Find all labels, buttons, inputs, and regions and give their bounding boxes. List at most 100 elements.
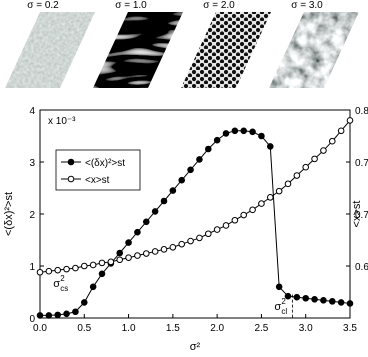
legend-label: <(δx)²>st <box>85 158 125 169</box>
data-point <box>346 300 354 307</box>
annotation-sub: cs <box>60 284 68 293</box>
data-point <box>45 312 53 319</box>
data-point <box>328 298 336 305</box>
data-point <box>293 293 301 301</box>
legend-box <box>55 149 141 191</box>
data-point <box>222 222 230 229</box>
pattern-panels: σ = 0.2 σ = 1.0 σ = 2.0 σ = 3.0 <box>5 0 359 88</box>
data-point <box>258 200 265 207</box>
data-point <box>320 297 327 304</box>
data-point <box>204 230 212 238</box>
data-point <box>72 264 79 272</box>
data-point <box>80 299 88 306</box>
data-point <box>187 166 194 174</box>
y-tick-label: 0 <box>29 314 35 325</box>
data-point <box>116 249 124 257</box>
data-point <box>196 234 203 242</box>
data-point <box>80 262 88 270</box>
x-tick-label: 0.0 <box>33 323 47 334</box>
x-tick-label: 2.5 <box>254 323 268 334</box>
data-point <box>151 208 159 215</box>
data-point <box>160 197 168 205</box>
x-tick-label: 3.0 <box>299 323 313 334</box>
annotation-symbol: σ <box>53 278 60 290</box>
data-point <box>284 292 292 300</box>
x-axis-label: σ² <box>190 341 201 353</box>
data-point <box>231 216 239 224</box>
panel-image <box>5 12 95 88</box>
data-point <box>54 311 62 319</box>
data-point <box>98 259 106 267</box>
annotation-sup: 2 <box>60 274 65 283</box>
data-point <box>89 261 97 269</box>
data-point <box>302 163 310 171</box>
annotation-symbol: σ <box>274 301 281 313</box>
data-point <box>222 130 230 137</box>
data-point <box>240 127 248 135</box>
data-point <box>293 172 301 179</box>
data-point <box>107 258 115 266</box>
y2-tick-label: 0.80 <box>355 106 368 117</box>
data-point <box>266 143 274 150</box>
data-point <box>142 218 150 226</box>
data-point <box>54 266 62 274</box>
data-point <box>89 283 97 291</box>
data-point <box>169 243 177 251</box>
data-point <box>249 206 256 214</box>
data-point <box>116 256 124 264</box>
x-tick-label: 2.0 <box>210 323 224 334</box>
data-point <box>328 137 336 145</box>
y2-tick-label: 0.70 <box>355 210 368 221</box>
panel-image <box>181 12 271 88</box>
x-tick-label: 0.5 <box>77 323 91 334</box>
data-point <box>311 155 318 163</box>
data-point <box>275 187 283 195</box>
legend-marker <box>67 158 75 166</box>
data-point <box>178 240 186 248</box>
panel-label: σ = 0.2 <box>27 0 59 11</box>
panel-label: σ = 1.0 <box>115 0 147 11</box>
data-point <box>134 252 141 259</box>
legend: <(δx)²>st <x>st <box>55 149 141 191</box>
x-tick-label: 3.5 <box>343 323 357 334</box>
panel-image <box>93 12 183 88</box>
data-point <box>125 239 132 246</box>
y2-tick-label: 0.75 <box>355 158 368 169</box>
data-point <box>337 299 345 306</box>
data-point <box>337 127 345 135</box>
data-point <box>275 283 283 291</box>
data-point <box>346 117 354 124</box>
data-point <box>320 147 327 154</box>
data-point <box>63 265 70 273</box>
data-point <box>204 145 212 153</box>
data-point <box>169 187 177 194</box>
legend-marker <box>67 175 75 183</box>
data-point <box>302 294 310 302</box>
annotation-sub: cl <box>281 307 287 316</box>
data-point <box>249 128 256 136</box>
data-point <box>213 136 221 144</box>
data-point <box>45 267 53 275</box>
data-point <box>187 237 194 245</box>
data-point <box>284 180 292 188</box>
y-tick-label: 1 <box>29 262 35 273</box>
data-point <box>240 211 248 219</box>
data-point <box>36 312 44 319</box>
x-tick-label: 1.0 <box>122 323 136 334</box>
data-point <box>311 295 318 303</box>
x-tick-label: 1.5 <box>166 323 180 334</box>
series-line <box>39 120 351 273</box>
data-point <box>125 254 132 261</box>
annotation-sup: 2 <box>281 297 286 306</box>
data-point <box>98 270 106 278</box>
y2-tick-label: 0.65 <box>355 262 368 273</box>
data-point <box>213 226 221 233</box>
data-point <box>196 156 203 163</box>
data-point <box>151 248 159 255</box>
data-point <box>266 194 274 201</box>
data-point <box>160 246 168 253</box>
panel-label: σ = 3.0 <box>291 0 323 11</box>
y2-axis-label: <x>st <box>351 201 363 228</box>
y-scale-label: x 10⁻³ <box>48 116 76 127</box>
